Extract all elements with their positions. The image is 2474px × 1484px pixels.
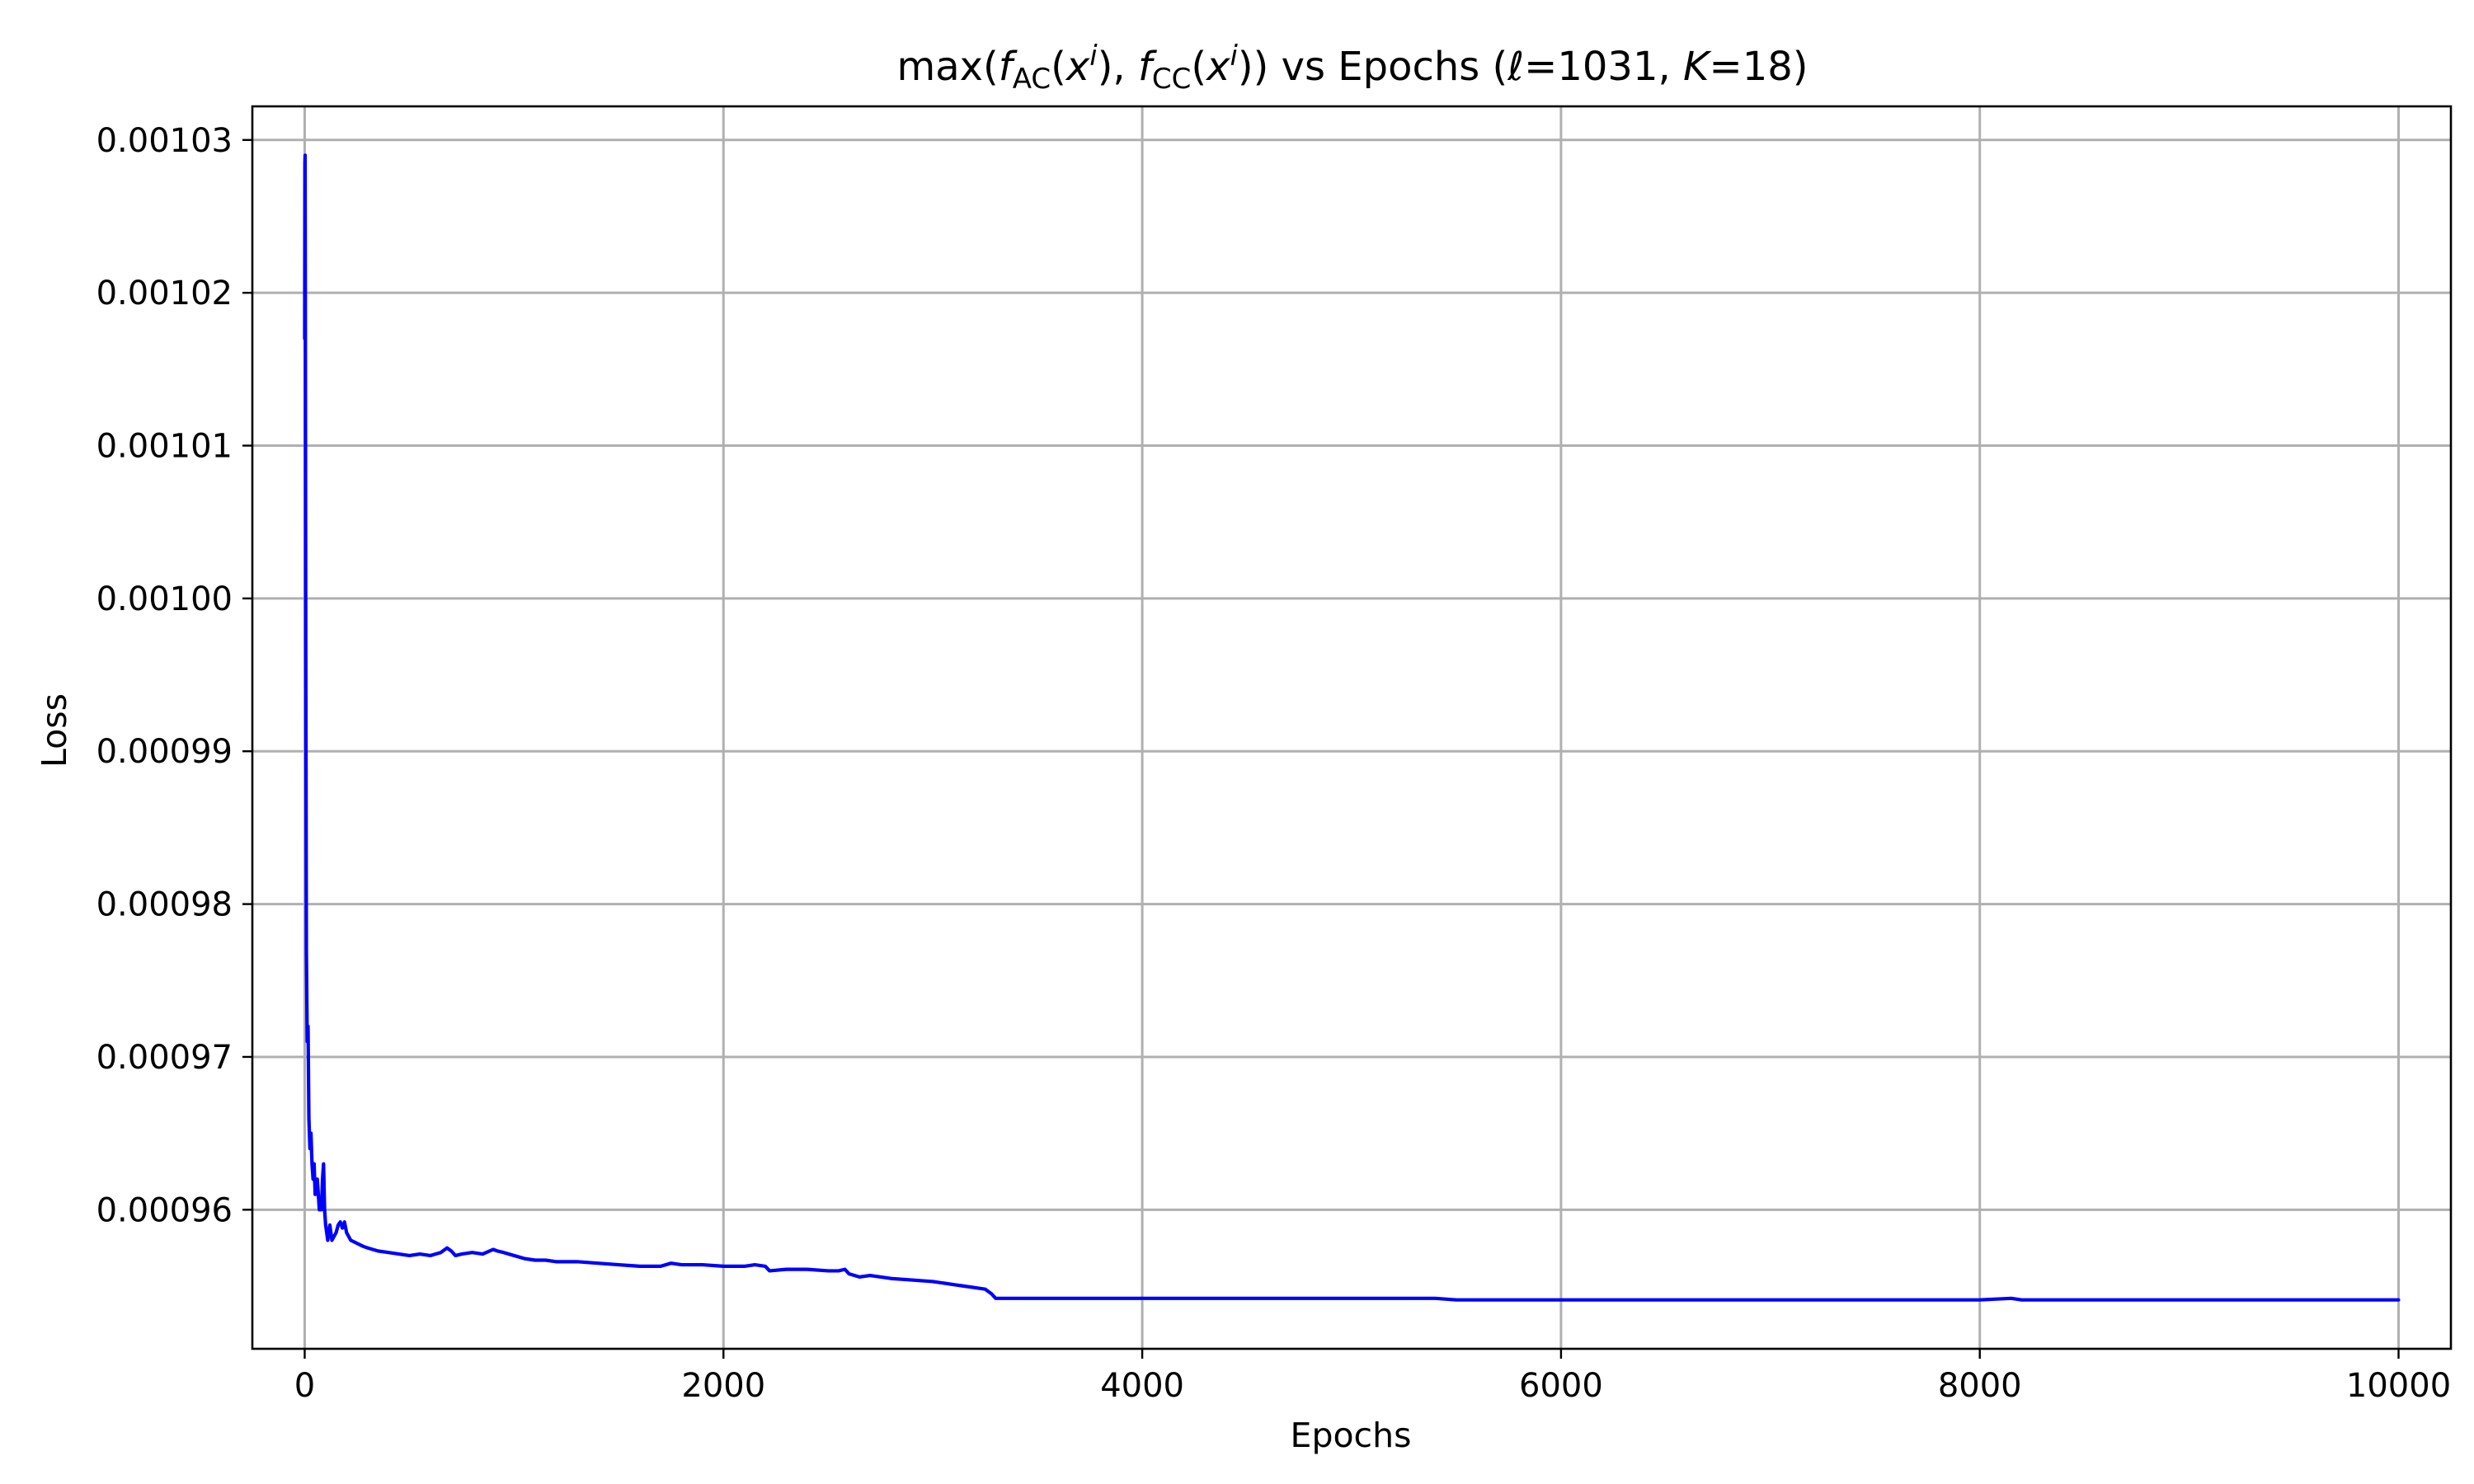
- y-tick-label: 0.00100: [96, 580, 233, 618]
- x-gridlines: [303, 106, 2401, 1349]
- y-axis-label: Loss: [35, 693, 74, 768]
- plot-area-frame: [251, 105, 2453, 1350]
- x-axis-ticks: 0 2000 4000 6000 8000 10000: [294, 1349, 2451, 1405]
- x-tick-label: 2000: [681, 1367, 765, 1405]
- y-tick-label: 0.00097: [96, 1039, 233, 1077]
- x-tick-label: 4000: [1100, 1367, 1184, 1405]
- chart-title: max(fAC(xi), fCC(xi)) vs Epochs (ℓ=1031,…: [896, 40, 1808, 96]
- y-tick-label: 0.00101: [96, 428, 233, 466]
- loss-series-line: [303, 153, 2401, 1302]
- x-tick-label: 0: [294, 1367, 315, 1405]
- y-tick-label: 0.00098: [96, 886, 233, 924]
- x-tick-label: 6000: [1519, 1367, 1603, 1405]
- x-tick-label: 10000: [2346, 1367, 2451, 1405]
- y-tick-label: 0.00099: [96, 733, 233, 771]
- x-axis-label: Epochs: [1291, 1416, 1412, 1455]
- x-tick-label: 8000: [1938, 1367, 2022, 1405]
- y-tick-label: 0.00102: [96, 275, 233, 312]
- y-tick-label: 0.00103: [96, 122, 233, 160]
- y-axis-ticks: 0.00096 0.00097 0.00098 0.00099 0.00100 0.001…: [96, 122, 252, 1229]
- y-gridlines: [252, 139, 2451, 1211]
- y-tick-label: 0.00096: [96, 1191, 233, 1229]
- series-layer: [303, 153, 2401, 1302]
